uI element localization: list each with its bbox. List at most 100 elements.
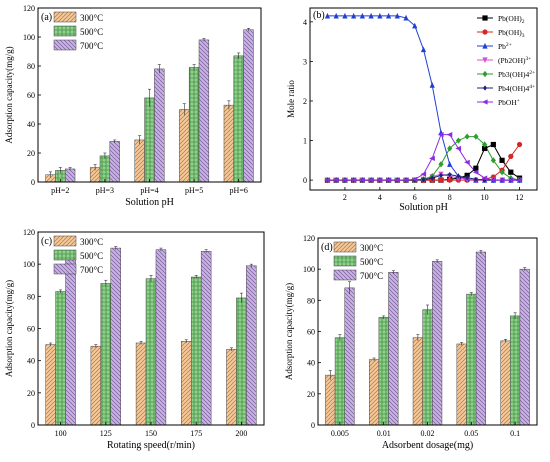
data-point — [403, 14, 409, 21]
data-point — [438, 177, 444, 183]
x-axis-title: Rotating speed(r/min) — [107, 440, 195, 451]
data-point — [482, 57, 488, 64]
x-tick-label: 150 — [145, 429, 157, 438]
bar — [432, 261, 443, 426]
legend-label: Pb(OH)3 — [498, 28, 525, 39]
legend-swatch — [53, 249, 77, 261]
bar — [412, 337, 423, 426]
data-point — [508, 169, 514, 175]
bar — [422, 309, 433, 426]
y-tick-label: 0 — [303, 176, 307, 185]
y-tick-label: 0 — [31, 421, 35, 430]
data-point — [377, 12, 383, 19]
legend-swatch — [53, 235, 77, 247]
data-point — [473, 133, 479, 140]
data-point — [498, 177, 505, 183]
x-tick-label: 200 — [235, 429, 247, 438]
y-axis-title: Adsorption capacity(mg/g) — [284, 283, 294, 380]
panel-label: (d) — [321, 242, 333, 253]
y-tick-label: 40 — [307, 359, 315, 368]
y-tick-label: 40 — [27, 120, 35, 129]
panel-label: (c) — [41, 236, 52, 247]
data-point — [412, 22, 418, 29]
data-point — [333, 177, 339, 183]
y-tick-label: 100 — [23, 33, 35, 42]
data-point — [473, 176, 478, 182]
bar — [55, 291, 66, 426]
y-tick-label: 80 — [27, 292, 35, 301]
bar — [45, 344, 56, 426]
legend-label: Pb3(OH)42+ — [498, 70, 535, 79]
legend-label: Pb(OH)2 — [498, 14, 525, 25]
bar — [519, 268, 530, 426]
x-axis-title: Solution pH — [399, 202, 448, 213]
x-tick-label: 12 — [516, 193, 524, 202]
data-point — [481, 175, 488, 181]
data-point — [464, 159, 470, 165]
data-point — [499, 157, 505, 163]
data-point — [447, 171, 452, 178]
y-tick-label: 120 — [23, 4, 35, 13]
y-tick-label: 40 — [27, 357, 35, 366]
x-tick-label: 0.005 — [331, 429, 349, 438]
data-point — [482, 141, 488, 148]
data-point — [516, 141, 523, 148]
bar — [388, 272, 399, 426]
panel-label: (b) — [313, 10, 325, 21]
bar — [110, 247, 121, 426]
data-point — [368, 12, 374, 19]
plot-frame — [37, 7, 262, 183]
y-tick-label: 4 — [303, 18, 307, 27]
data-point — [481, 99, 488, 105]
data-point — [516, 177, 523, 183]
legend-label: 500°C — [80, 27, 103, 37]
bar — [236, 297, 247, 426]
data-point — [482, 29, 488, 35]
x-tick-label: 2 — [343, 193, 347, 202]
data-point — [402, 177, 409, 183]
bar — [200, 251, 212, 426]
x-tick-label: 0.05 — [464, 429, 478, 438]
data-point — [420, 171, 427, 177]
y-tick-label: 1 — [303, 137, 307, 146]
x-tick-label: 4 — [378, 193, 382, 202]
data-point — [473, 165, 479, 171]
data-point — [421, 177, 426, 183]
bar — [510, 315, 521, 426]
y-tick-label: 60 — [307, 328, 315, 337]
data-point — [351, 12, 357, 19]
x-tick-label: 6 — [413, 193, 417, 202]
data-point — [394, 12, 400, 19]
data-point — [437, 132, 444, 138]
legend-label: 500°C — [360, 257, 383, 267]
data-point — [490, 177, 496, 183]
legend-swatch — [53, 263, 77, 275]
data-point — [368, 177, 374, 183]
x-tick-label: pH=6 — [230, 186, 248, 195]
bar — [226, 349, 237, 426]
bar — [99, 155, 111, 183]
legend-label: 300°C — [80, 237, 103, 247]
bar — [325, 374, 336, 426]
y-tick-label: 80 — [27, 62, 35, 71]
legend-swatch — [53, 25, 77, 37]
x-tick-label: 100 — [55, 429, 67, 438]
data-point — [359, 12, 365, 19]
data-point — [324, 177, 331, 183]
data-point — [342, 12, 348, 19]
y-tick-label: 20 — [27, 389, 35, 398]
x-tick-label: pH=2 — [51, 186, 69, 195]
panel-3: 0.005 0.01 0.02 0.05 0.1 0 20 40 60 80 100 120 Adsor… — [284, 234, 538, 451]
plot-frame — [309, 7, 538, 191]
legend-label: 700°C — [80, 41, 103, 51]
data-point — [499, 169, 505, 176]
bar — [65, 255, 76, 426]
y-tick-label: 80 — [307, 296, 315, 305]
x-tick-label: pH=5 — [185, 186, 203, 195]
data-point — [376, 177, 383, 183]
x-tick-label: 125 — [100, 429, 112, 438]
data-point — [456, 173, 461, 179]
data-point — [447, 145, 453, 152]
legend-swatch — [53, 11, 77, 23]
